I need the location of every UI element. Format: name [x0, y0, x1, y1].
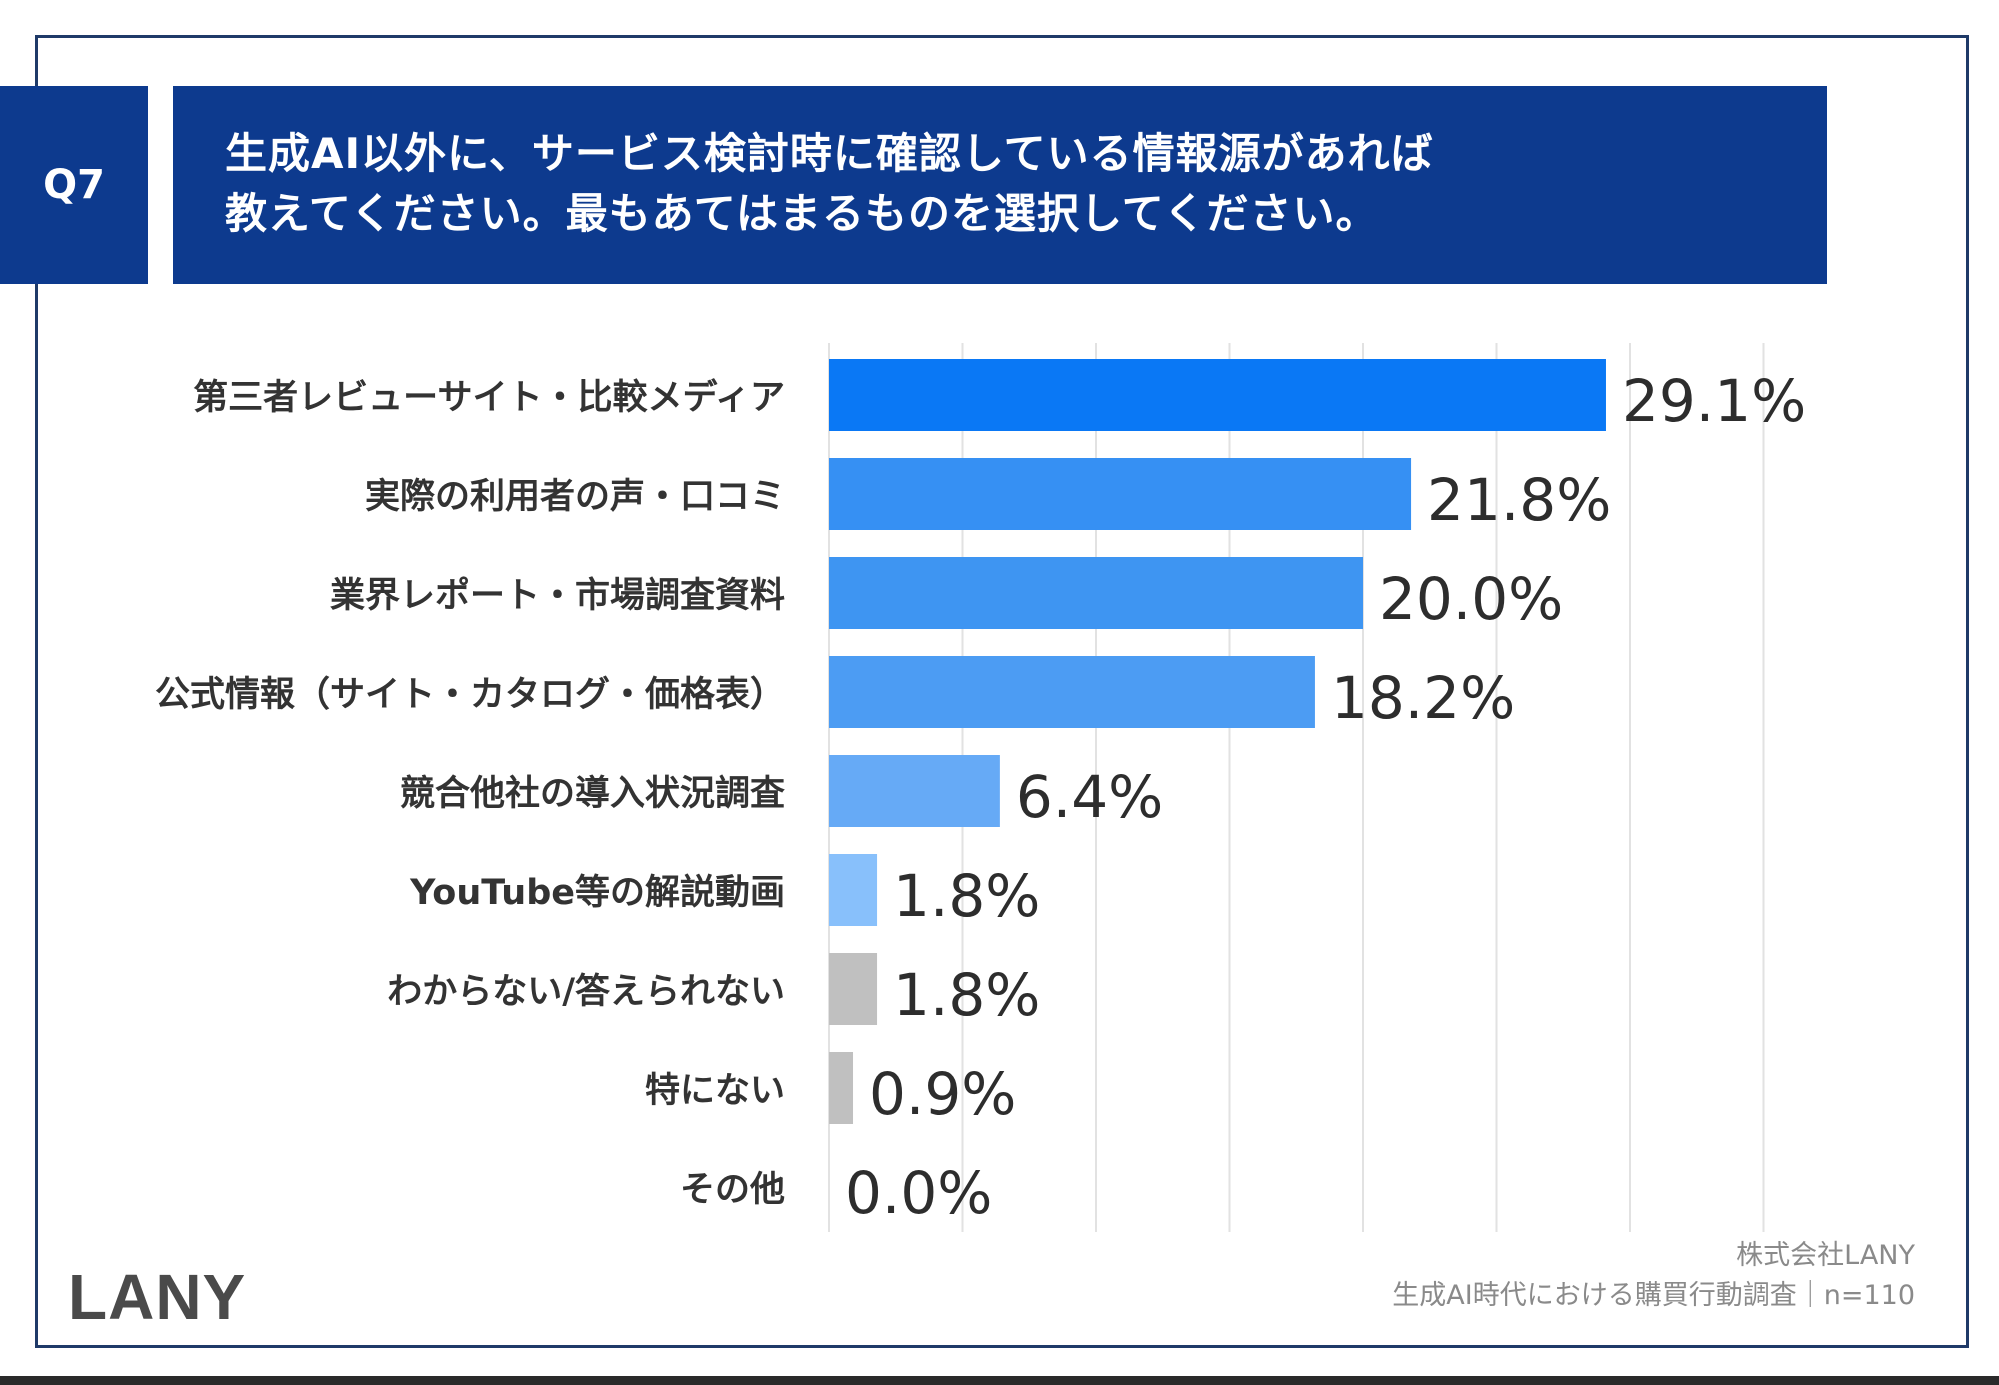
bottom-rule	[0, 1376, 1999, 1385]
value-label: 21.8%	[1427, 466, 1611, 534]
bar	[829, 953, 878, 1025]
question-number-badge: Q7	[0, 86, 148, 284]
bar	[829, 755, 1000, 827]
value-label: 0.9%	[869, 1060, 1016, 1128]
value-label: 1.8%	[893, 961, 1040, 1029]
question-number: Q7	[43, 162, 105, 208]
category-label: 業界レポート・市場調査資料	[330, 575, 785, 616]
value-label: 1.8%	[893, 862, 1040, 930]
category-label: YouTube等の解説動画	[409, 873, 785, 913]
bar	[829, 854, 878, 926]
category-label: 公式情報（サイト・カタログ・価格表）	[155, 675, 785, 715]
category-label: わからない/答えられない	[387, 972, 785, 1012]
source-note: 株式会社LANY 生成AI時代における購買行動調査｜n=110	[1392, 1236, 1915, 1316]
source-survey: 生成AI時代における購買行動調査｜n=110	[1392, 1280, 1915, 1311]
value-label: 18.2%	[1331, 664, 1515, 732]
category-label: 実際の利用者の声・口コミ	[365, 477, 785, 517]
value-label: 6.4%	[1016, 763, 1163, 831]
value-label: 29.1%	[1622, 367, 1806, 435]
category-label: 競合他社の導入状況調査	[400, 774, 785, 814]
question-text-line-2: 教えてください。最もあてはまるものを選択してください。	[225, 189, 1379, 238]
value-label: 0.0%	[845, 1159, 992, 1227]
category-label: 特にない	[645, 1071, 785, 1111]
bar	[829, 557, 1363, 629]
bar	[829, 359, 1606, 431]
bar	[829, 1052, 854, 1124]
category-label: 第三者レビューサイト・比較メディア	[193, 377, 785, 418]
value-label: 20.0%	[1379, 565, 1563, 633]
question-banner: 生成AI以外に、サービス検討時に確認している情報源があれば 教えてください。最も…	[173, 86, 1827, 284]
bar	[829, 656, 1315, 728]
source-company: 株式会社LANY	[1736, 1240, 1915, 1271]
question-text-line-1: 生成AI以外に、サービス検討時に確認している情報源があれば	[225, 129, 1434, 178]
bar	[829, 458, 1412, 530]
category-label: その他	[680, 1170, 785, 1210]
company-logo: LANY	[68, 1261, 247, 1333]
